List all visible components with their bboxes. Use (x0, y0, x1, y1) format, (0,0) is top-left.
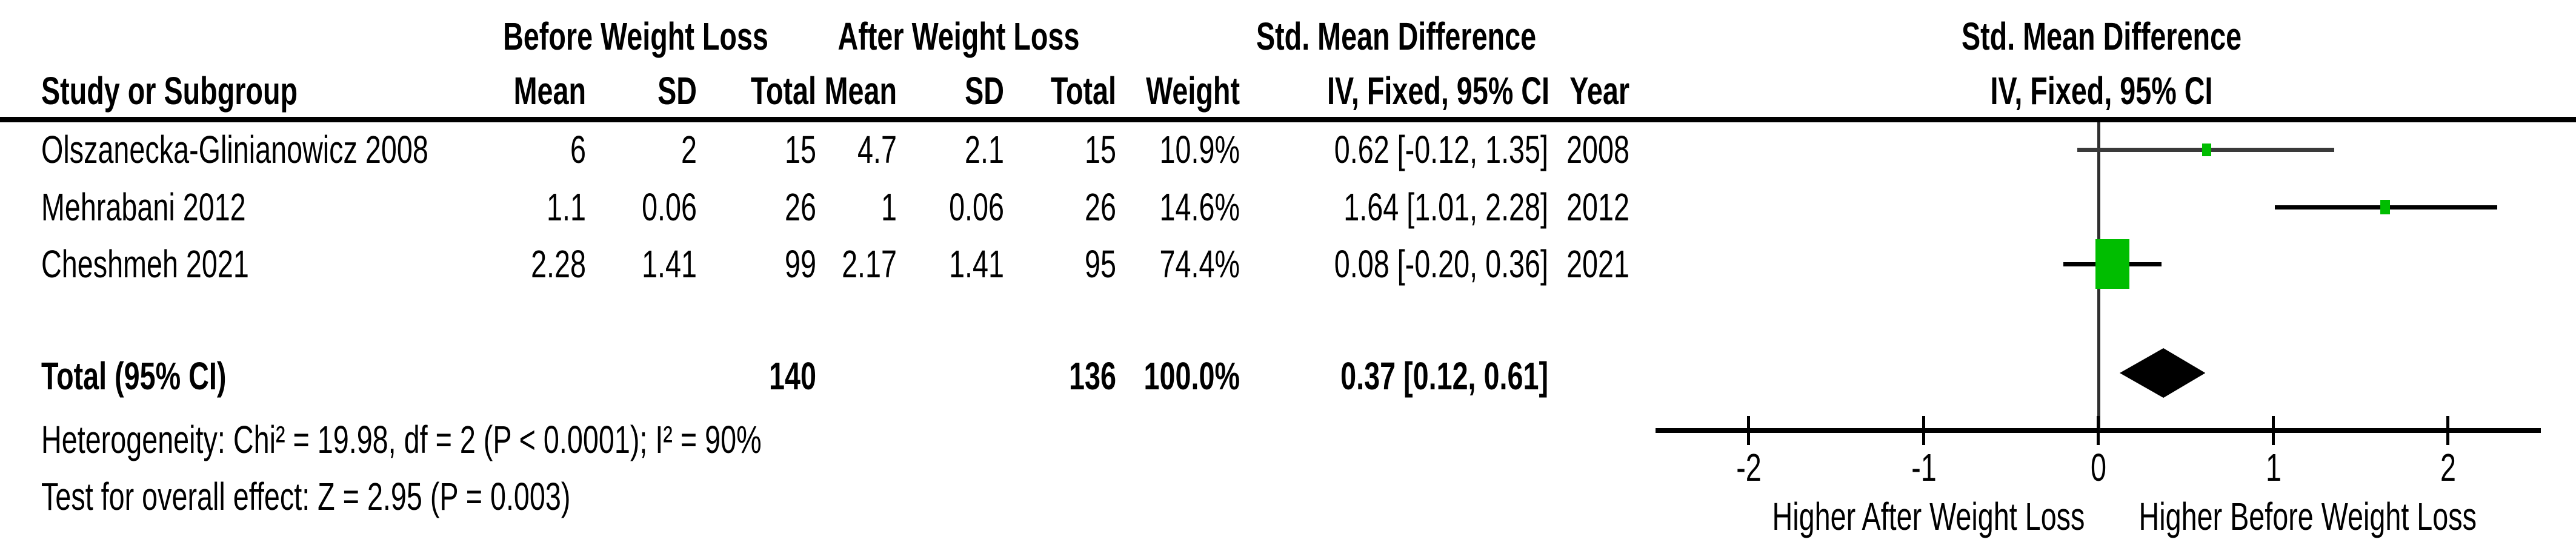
col-header-mean-before: Mean (513, 69, 586, 113)
total-after: 95 (1085, 242, 1116, 286)
mean-before: 1.1 (547, 185, 586, 229)
total-before: 26 (785, 185, 816, 229)
year-value: 2008 (1566, 128, 1629, 171)
col-header-sd-before: SD (657, 69, 697, 113)
weight-value: 14.6% (1159, 185, 1240, 229)
total-after: 26 (1085, 185, 1116, 229)
axis-tick (1922, 416, 1925, 445)
total-ci-text: 0.37 [0.12, 0.61] (1340, 354, 1548, 398)
axis-tick-label: 0 (2091, 446, 2106, 489)
ci-text: 1.64 [1.01, 2.28] (1343, 185, 1548, 229)
col-header-total-after: Total (1050, 69, 1116, 113)
total-before: 15 (785, 128, 816, 171)
total-n-before: 140 (769, 354, 816, 398)
axis-tick-label: 1 (2265, 446, 2281, 489)
study-name: Mehrabani 2012 (41, 185, 246, 229)
total-before: 99 (785, 242, 816, 286)
total-label: Total (95% CI) (41, 354, 227, 398)
mean-before: 2.28 (531, 242, 586, 286)
axis-label-left: Higher After Weight Loss (1772, 495, 2085, 538)
sd-after: 0.06 (949, 185, 1004, 229)
axis-tick (1747, 416, 1750, 445)
study-name: Cheshmeh 2021 (41, 242, 249, 286)
mean-after: 2.17 (842, 242, 897, 286)
total-after: 15 (1085, 128, 1116, 171)
axis-tick (2097, 416, 2100, 445)
total-n-after: 136 (1069, 354, 1116, 398)
weight-value: 10.9% (1159, 128, 1240, 171)
header-std-mean-difference-plot: Std. Mean Difference (1961, 15, 2242, 58)
weight-value: 74.4% (1159, 242, 1240, 286)
axis-tick-label: -2 (1736, 446, 1762, 489)
sd-before: 2 (681, 128, 697, 171)
col-header-ci: IV, Fixed, 95% CI (1327, 69, 1550, 113)
sd-before: 0.06 (642, 185, 697, 229)
col-header-sd-after: SD (965, 69, 1004, 113)
header-before-weight-loss: Before Weight Loss (503, 15, 768, 58)
total-weight: 100.0% (1143, 354, 1240, 398)
axis-label-right: Higher Before Weight Loss (2138, 495, 2477, 538)
mean-after: 4.7 (857, 128, 897, 171)
overall-effect-text: Test for overall effect: Z = 2.95 (P = 0… (41, 475, 571, 518)
axis-tick-label: -1 (1911, 446, 1937, 489)
header-divider-rule (0, 117, 2576, 122)
header-after-weight-loss: After Weight Loss (837, 15, 1080, 58)
header-std-mean-difference-table: Std. Mean Difference (1256, 15, 1537, 58)
col-header-weight: Weight (1146, 69, 1240, 113)
heterogeneity-text: Heterogeneity: Chi² = 19.98, df = 2 (P <… (41, 418, 762, 461)
effect-marker (2380, 200, 2391, 214)
col-header-total-before: Total (750, 69, 816, 113)
sd-after: 2.1 (965, 128, 1004, 171)
ci-text: 0.62 [-0.12, 1.35] (1334, 128, 1548, 171)
ci-text: 0.08 [-0.20, 0.36] (1334, 242, 1548, 286)
col-header-year: Year (1569, 69, 1629, 113)
col-header-mean-after: Mean (824, 69, 897, 113)
col-header-study: Study or Subgroup (41, 69, 298, 113)
axis-tick (2446, 416, 2449, 445)
mean-after: 1 (881, 185, 897, 229)
sd-after: 1.41 (949, 242, 1004, 286)
effect-marker (2202, 143, 2212, 156)
plot-header-model: IV, Fixed, 95% CI (1990, 69, 2213, 113)
mean-before: 6 (570, 128, 586, 171)
sd-before: 1.41 (642, 242, 697, 286)
year-value: 2012 (1566, 185, 1629, 229)
pooled-diamond (2119, 348, 2205, 398)
study-name: Olszanecka-Glinianowicz 2008 (41, 128, 428, 171)
axis-tick (2271, 416, 2275, 445)
effect-marker (2095, 239, 2130, 289)
year-value: 2021 (1566, 242, 1629, 286)
axis-tick-label: 2 (2440, 446, 2456, 489)
